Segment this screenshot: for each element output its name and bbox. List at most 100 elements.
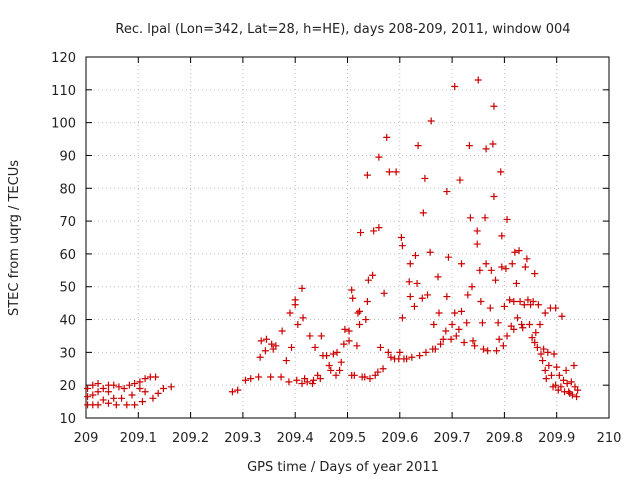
data-point [547,371,555,379]
data-point [363,171,371,179]
data-point [478,319,486,327]
data-point [329,350,337,358]
data-point [486,304,494,312]
data-point [387,353,395,361]
data-point [310,376,318,384]
data-point [110,394,118,402]
data-point [434,273,442,281]
grid-lines [86,57,609,418]
data-point [455,325,463,333]
data-point [136,378,144,386]
data-point [234,386,242,394]
data-point [557,383,565,391]
data-point [361,373,369,381]
data-point [104,399,112,407]
data-point [396,348,404,356]
data-point [413,279,421,287]
x-tick-label: 209.7 [433,431,470,446]
data-point [298,284,306,292]
y-tick-label: 80 [59,182,76,197]
data-point [563,380,571,388]
data-point [536,320,544,328]
data-point [443,188,451,196]
y-tick-label: 90 [59,149,76,164]
data-point [366,375,374,383]
data-point [544,348,552,356]
data-point [471,342,479,350]
data-points [84,76,582,409]
data-point [118,394,126,402]
data-point [468,283,476,291]
data-point [519,324,527,332]
data-point [487,266,495,274]
data-point [492,276,500,284]
data-point [456,176,464,184]
data-point [541,309,549,317]
data-point [424,291,432,299]
data-point [444,253,452,261]
data-point [539,357,547,365]
data-point [497,168,505,176]
data-point [526,320,534,328]
y-tick-label: 120 [51,51,76,66]
data-point [278,327,286,335]
data-point [380,289,388,297]
x-tick-label: 209.3 [224,431,261,446]
data-point [141,375,149,383]
data-point [333,348,341,356]
data-point [317,332,325,340]
data-point [419,209,427,217]
chart-title: Rec. lpal (Lon=342, Lat=28, h=HE), days … [115,22,570,37]
data-point [531,270,539,278]
data-point [257,337,265,345]
data-point [498,263,506,271]
data-point [406,293,414,301]
data-point [397,234,405,241]
data-point [398,242,406,250]
data-point [503,215,511,223]
data-point [512,279,520,287]
data-point [362,316,370,324]
data-point [542,375,550,383]
data-point [503,332,511,340]
data-point [84,393,92,401]
data-point [469,337,477,345]
data-point [451,309,459,317]
data-point [495,335,503,343]
data-point [502,265,510,273]
data-point [510,297,518,305]
data-point [403,355,411,363]
data-point [242,376,250,384]
data-point [356,320,364,328]
y-axis-label: STEC from uqrg / TECUs [7,160,22,316]
data-point [481,214,489,222]
data-point [500,302,508,310]
data-point [345,327,353,335]
data-point [574,386,582,394]
data-point [262,335,270,343]
data-point [294,320,302,328]
data-point [473,227,481,235]
data-point [149,394,157,402]
data-point [465,142,473,150]
x-tick-label: 210 [597,431,622,446]
data-point [272,342,280,350]
y-tick-labels: 10 20 30 40 50 60 70 80 90 100 110 120 [51,51,76,427]
data-point [345,337,353,345]
data-point [282,357,290,365]
data-point [532,329,540,337]
data-point [421,174,429,182]
data-point [531,339,539,347]
data-point [540,345,548,353]
data-point [466,214,474,222]
data-point [398,314,406,322]
data-point [555,371,563,379]
data-point [120,384,128,392]
data-point [533,343,541,351]
data-point [354,309,362,317]
data-point [534,301,542,309]
data-point [306,332,314,340]
data-point [364,276,372,284]
y-tick-label: 50 [59,281,76,296]
x-tick-labels: 209 209.1 209.2 209.3 209.4 209.5 209.6 209.7 20… [74,431,622,446]
